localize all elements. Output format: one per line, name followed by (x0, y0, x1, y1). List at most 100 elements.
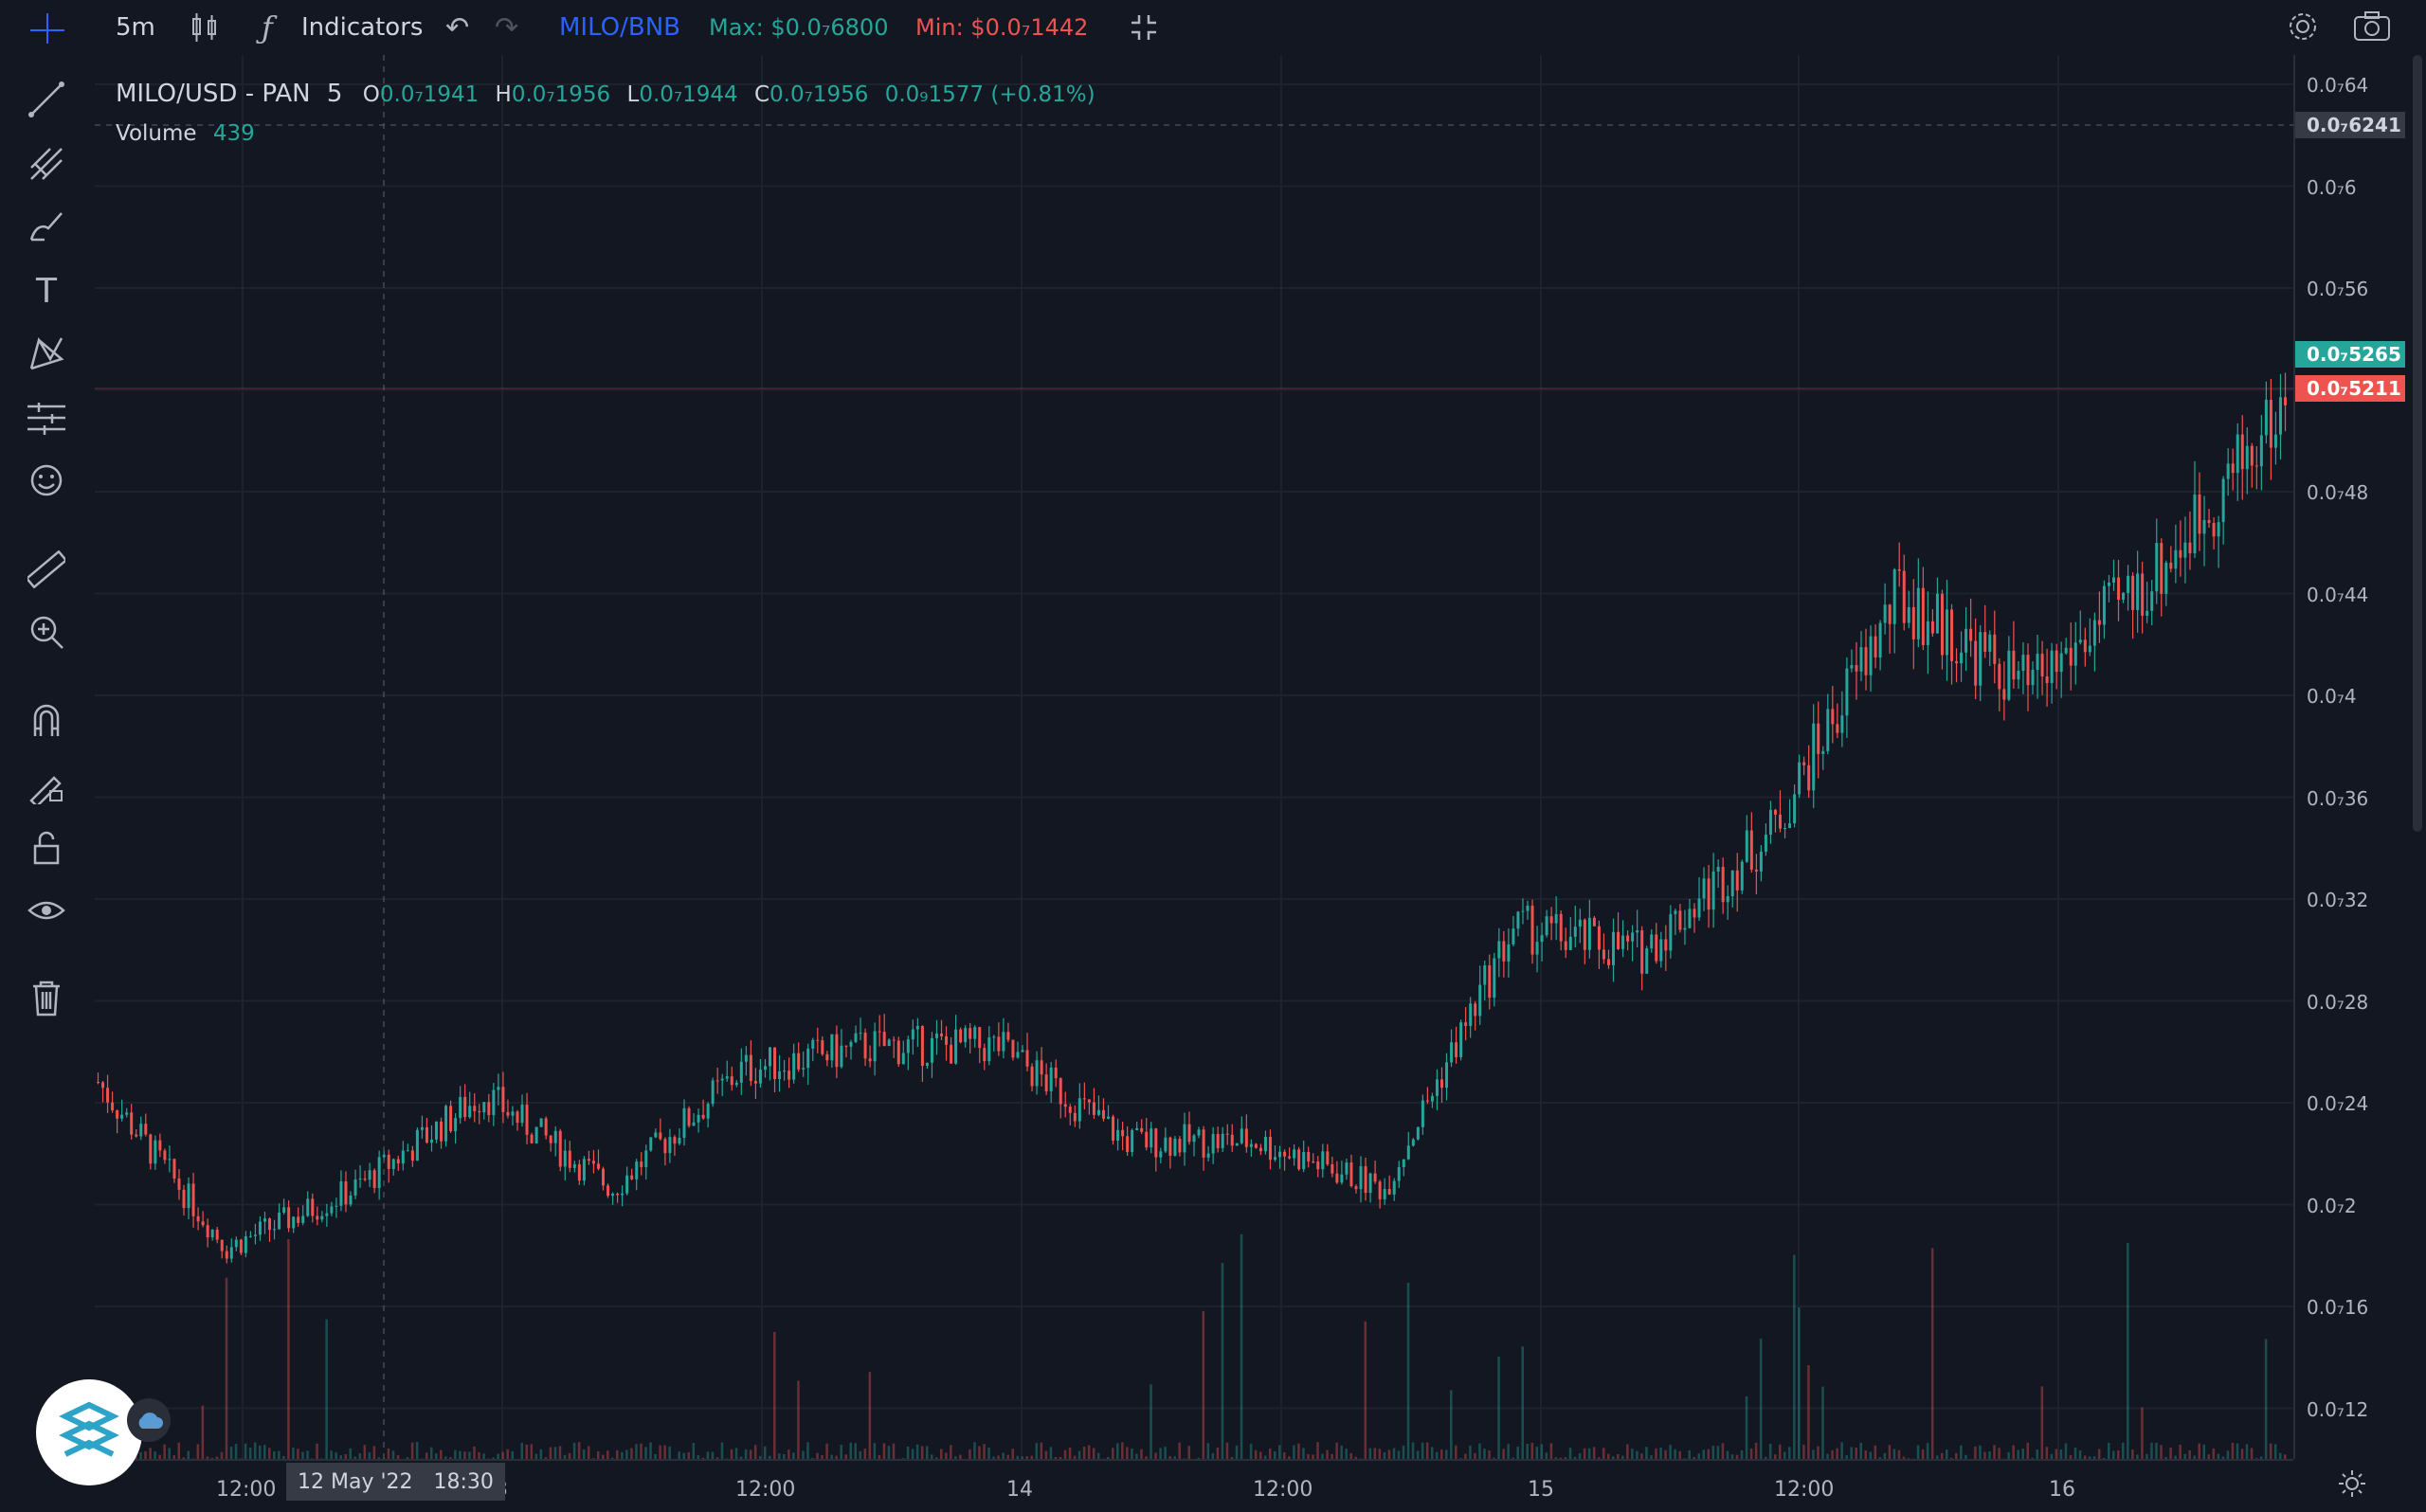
candle-body (335, 1206, 337, 1207)
candle-body (311, 1198, 314, 1215)
lock-drawing-icon[interactable] (21, 760, 72, 811)
candle-body (802, 1068, 805, 1070)
candle-body (1964, 629, 1967, 653)
candle-body (511, 1111, 514, 1115)
volume-bar (2037, 1449, 2039, 1459)
pair-link[interactable]: MILO/BNB (559, 13, 680, 42)
candle-body (2208, 520, 2211, 523)
candle-body (1331, 1164, 1333, 1174)
candle-body (1769, 810, 1772, 835)
candle-body (1683, 928, 1686, 930)
volume-bar (640, 1444, 643, 1459)
chart-pane[interactable] (95, 55, 2293, 1459)
volume-bar (297, 1449, 299, 1459)
pattern-icon[interactable] (21, 328, 72, 379)
price-chart[interactable] (95, 55, 2293, 1459)
volume-bar (1798, 1307, 1801, 1459)
cloud-icon[interactable] (127, 1398, 171, 1442)
candle-body (1045, 1074, 1048, 1091)
axis-settings-icon[interactable] (2335, 1467, 2369, 1504)
candle-body (2041, 654, 2044, 676)
volume-bar (1455, 1446, 1457, 1459)
candle-body (1979, 632, 1982, 685)
trash-icon[interactable] (21, 972, 72, 1023)
prediction-icon[interactable] (21, 392, 72, 443)
candle-body (740, 1062, 743, 1083)
price-axis[interactable] (2293, 55, 2426, 1459)
magnet-icon[interactable] (21, 695, 72, 747)
volume-bar (459, 1451, 462, 1459)
candle-body (1960, 653, 1963, 663)
ruler-icon[interactable] (21, 544, 72, 595)
candle-body (1507, 945, 1510, 962)
zoom-in-icon[interactable] (21, 606, 72, 657)
volume-bar (2012, 1446, 2015, 1459)
candle-body (535, 1127, 538, 1143)
volume-bar (1840, 1442, 1843, 1459)
volume-bar (235, 1444, 238, 1459)
volume-bar (1431, 1447, 1434, 1459)
collapse-icon[interactable] (1128, 11, 1160, 47)
candle-body (2203, 520, 2206, 533)
scrollbar[interactable] (2413, 55, 2422, 832)
candle-body (1193, 1136, 1196, 1143)
low-value: 0.0₇1944 (639, 82, 737, 107)
candle-body (606, 1185, 609, 1196)
camera-icon[interactable] (2352, 9, 2392, 47)
candle-body (2232, 463, 2235, 473)
crosshair-icon[interactable] (27, 11, 68, 45)
brush-icon[interactable] (21, 201, 72, 252)
volume-bar (663, 1446, 666, 1459)
candle-body (2051, 651, 2054, 683)
volume-bar (1712, 1446, 1715, 1459)
candle-body (1927, 621, 1929, 645)
candle-body (1421, 1101, 1424, 1127)
candle-body (1016, 1052, 1019, 1057)
candles-icon[interactable] (190, 11, 220, 47)
candle-body (950, 1045, 952, 1064)
emoji-icon[interactable] (21, 455, 72, 506)
eye-icon[interactable] (21, 885, 72, 936)
indicators-button[interactable]: Indicators (301, 13, 423, 42)
interval-button[interactable]: 5m (116, 13, 155, 42)
volume-bar (1865, 1450, 1868, 1459)
volume-bar (2007, 1452, 2010, 1459)
volume-bar (1755, 1443, 1758, 1459)
candle-body (282, 1207, 285, 1213)
undo-icon[interactable]: ↶ (445, 11, 469, 45)
volume-bar (693, 1443, 696, 1459)
candle-body (1288, 1157, 1291, 1159)
candle-body (588, 1159, 590, 1161)
candle-body (240, 1240, 243, 1253)
redo-icon[interactable]: ↷ (495, 11, 518, 45)
settings-icon[interactable] (2284, 8, 2322, 49)
candle-body (1512, 928, 1514, 945)
text-tool-icon[interactable]: T (21, 265, 72, 316)
volume-bar (1588, 1449, 1591, 1459)
unlock-icon[interactable] (21, 822, 72, 873)
pitchfork-icon[interactable] (21, 138, 72, 189)
volume-bar (1450, 1390, 1453, 1459)
function-icon[interactable]: ƒ (262, 9, 273, 45)
volume-bar (1569, 1448, 1572, 1459)
candle-body (1626, 936, 1629, 942)
symbol-title[interactable]: MILO/USD - PAN (116, 80, 311, 108)
volume-bar (950, 1445, 952, 1459)
volume-bar (1011, 1449, 1014, 1459)
candle-body (1083, 1098, 1086, 1099)
candle-body (1831, 709, 1834, 724)
volume-bar (249, 1448, 252, 1459)
candle-body (1493, 959, 1495, 999)
volume-bar (1488, 1450, 1491, 1459)
volume-bar (1750, 1449, 1753, 1459)
candle-body (306, 1198, 309, 1215)
candle-body (130, 1112, 133, 1134)
volume-bar (1831, 1450, 1834, 1459)
candle-body (492, 1090, 495, 1116)
high-value: 0.0₇1956 (512, 82, 610, 107)
candle-body (226, 1251, 228, 1259)
candle-body (1698, 898, 1701, 917)
trend-line-icon[interactable] (21, 74, 72, 125)
volume-bar (1821, 1387, 1824, 1459)
volume-bar (788, 1449, 790, 1459)
